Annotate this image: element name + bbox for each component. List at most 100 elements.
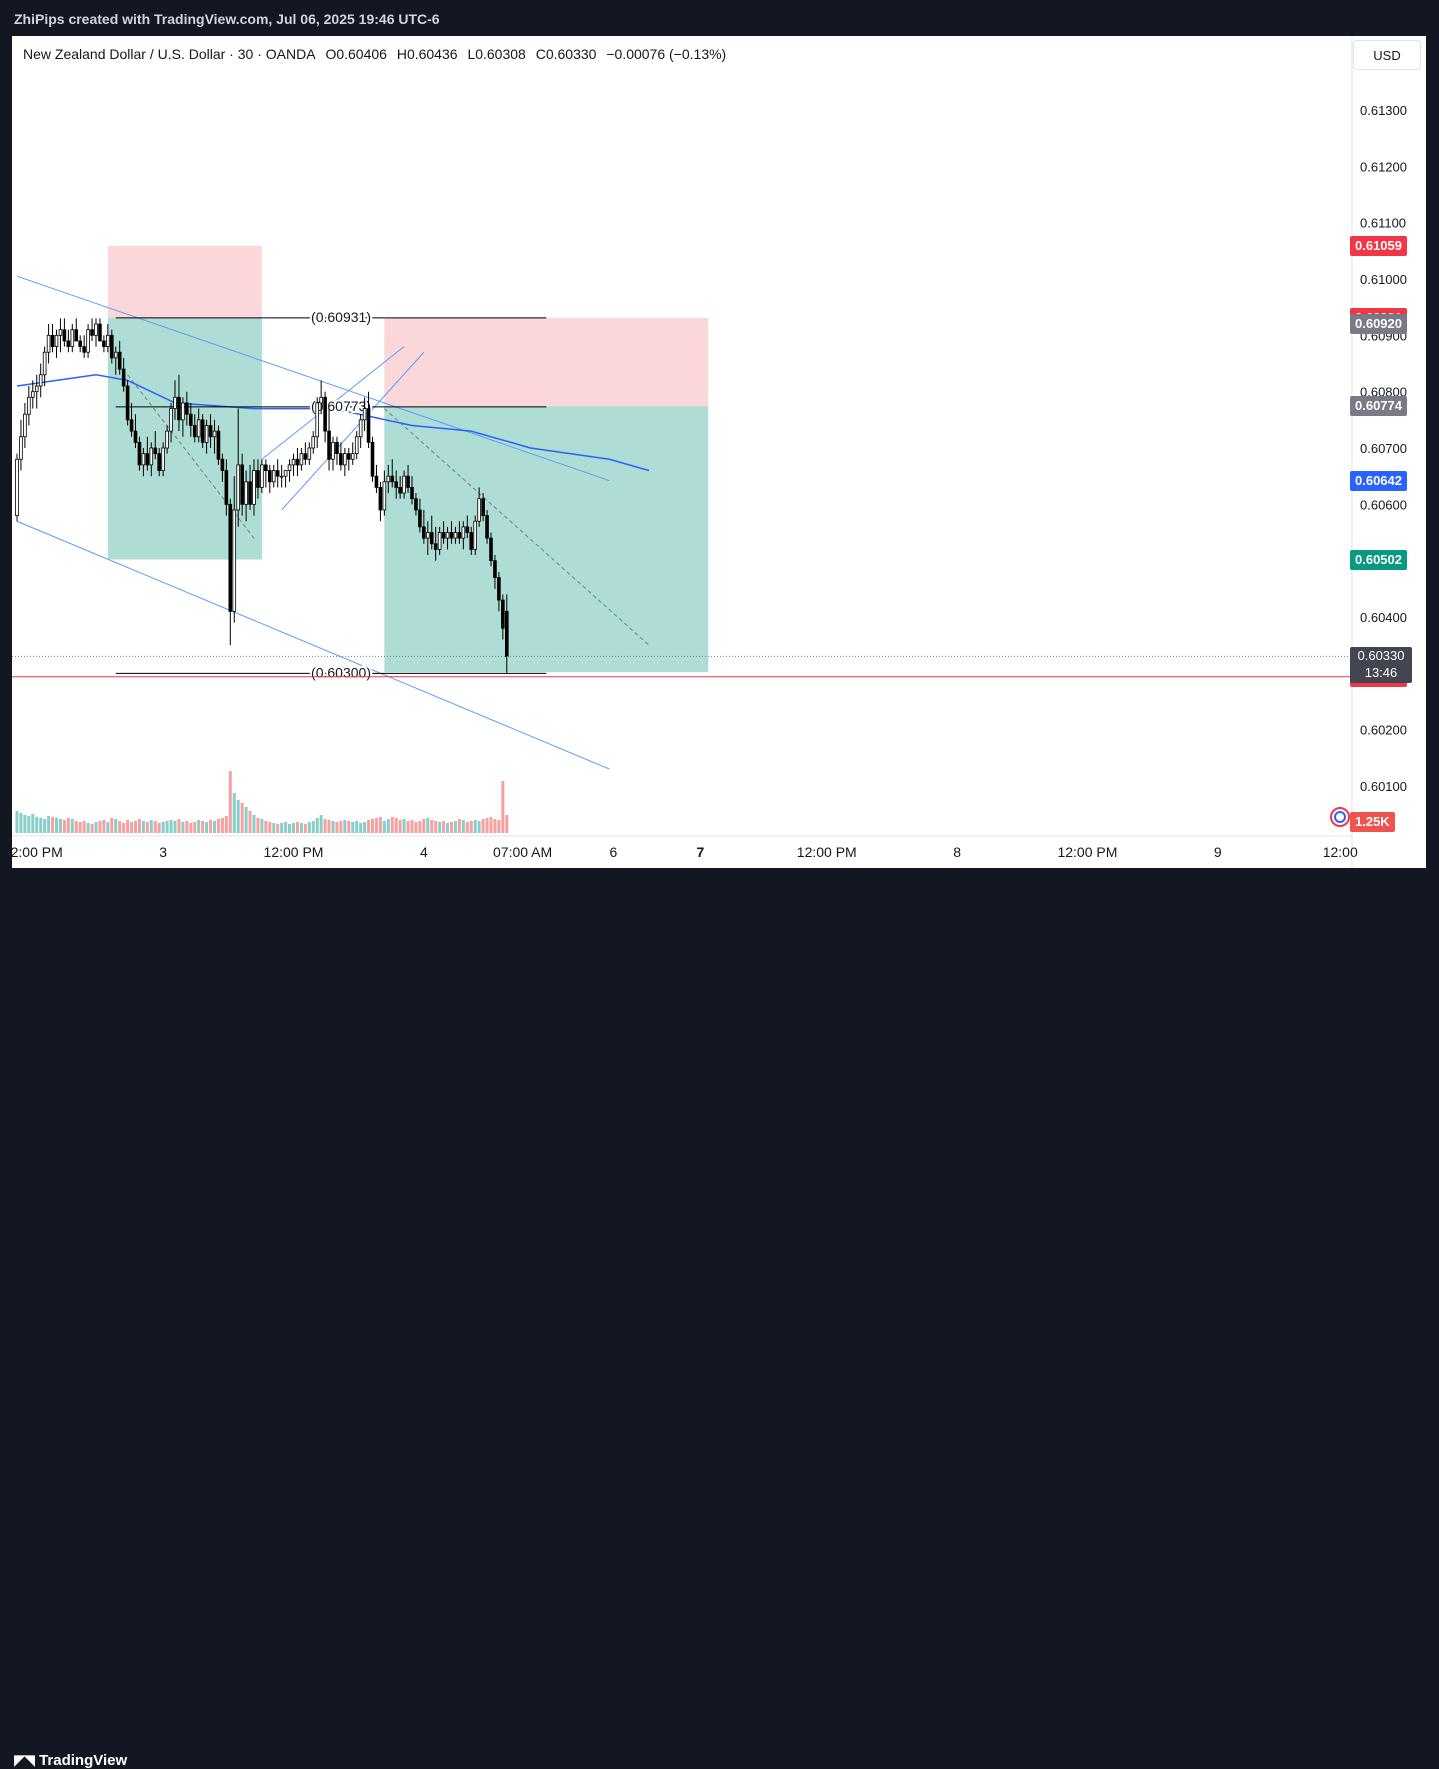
y-tick-label: 0.60700 bbox=[1360, 441, 1407, 456]
volume-bar bbox=[209, 820, 213, 833]
volume-bar bbox=[339, 821, 343, 833]
volume-bar bbox=[378, 817, 382, 833]
chart-frame[interactable]: (0.60931) (0.60773) (0.60300) 0.61300 0.6120… bbox=[12, 36, 1426, 868]
candle bbox=[327, 430, 331, 460]
volume-bar bbox=[55, 818, 58, 833]
candle bbox=[481, 498, 485, 517]
alert-icon[interactable] bbox=[1329, 806, 1351, 828]
candle bbox=[295, 458, 300, 466]
candle bbox=[27, 396, 31, 415]
candle bbox=[394, 481, 398, 488]
volume-bar bbox=[315, 818, 319, 833]
volume-bar bbox=[430, 820, 434, 833]
candle bbox=[303, 453, 308, 460]
volume-bar bbox=[256, 818, 260, 833]
x-tick-label: 8 bbox=[953, 844, 961, 860]
y-tick-label: 0.60400 bbox=[1360, 610, 1407, 625]
volume-bar bbox=[23, 815, 27, 833]
x-tick-label: 9 bbox=[1214, 844, 1222, 860]
candle bbox=[299, 453, 304, 466]
candle bbox=[457, 532, 462, 539]
chart-legend: New Zealand Dollar / U.S. Dollar · 30 · … bbox=[23, 46, 732, 62]
candle bbox=[264, 464, 268, 471]
volume-bar bbox=[311, 821, 315, 833]
y-tick-label: 0.60200 bbox=[1360, 723, 1407, 738]
volume-bar bbox=[477, 821, 481, 833]
candlestick-chart[interactable]: (0.60931)(0.60773)(0.60300)0.613000.6120… bbox=[12, 36, 1426, 868]
volume-bar bbox=[70, 819, 74, 833]
candle bbox=[382, 481, 387, 511]
currency-button[interactable]: USD bbox=[1353, 40, 1421, 70]
candle bbox=[354, 436, 359, 455]
volume-bar bbox=[457, 819, 461, 833]
trendline bbox=[16, 520, 610, 770]
candle bbox=[19, 436, 23, 460]
volume-bar bbox=[367, 820, 371, 833]
candle bbox=[260, 464, 264, 488]
price-label: 0.60642 bbox=[1350, 470, 1407, 491]
y-tick-label: 0.60600 bbox=[1360, 497, 1407, 512]
candle bbox=[315, 402, 319, 438]
candle bbox=[287, 464, 292, 471]
volume-bar bbox=[489, 817, 493, 833]
candle bbox=[256, 470, 260, 488]
candle bbox=[216, 430, 221, 460]
candle bbox=[335, 441, 339, 455]
candle bbox=[30, 391, 35, 398]
candle bbox=[145, 453, 150, 466]
volume-bar bbox=[236, 800, 240, 833]
volume-bar bbox=[177, 819, 181, 833]
candle bbox=[437, 532, 442, 550]
candle bbox=[323, 396, 327, 432]
volume-bar bbox=[90, 824, 94, 833]
volume-bar bbox=[145, 822, 149, 833]
volume-bar bbox=[461, 820, 465, 833]
volume-bar bbox=[232, 793, 236, 833]
volume-bar bbox=[86, 823, 90, 833]
volume-bar bbox=[323, 819, 327, 833]
volume-bar bbox=[58, 819, 62, 833]
candle bbox=[125, 385, 130, 421]
candle bbox=[62, 329, 67, 342]
candle bbox=[390, 475, 395, 483]
footer-bar: ◤◥ TradingView bbox=[0, 868, 1439, 1769]
volume-bar bbox=[355, 821, 359, 833]
candle bbox=[106, 334, 110, 348]
candle bbox=[319, 396, 323, 404]
volume-bar bbox=[43, 819, 47, 833]
volume-bar bbox=[382, 821, 386, 833]
candle bbox=[54, 334, 59, 348]
tradingview-logo[interactable]: ◤◥ TradingView bbox=[14, 1751, 127, 1769]
volume-bar bbox=[126, 820, 130, 833]
volume-bar bbox=[216, 819, 220, 833]
moving-average-line bbox=[16, 374, 650, 472]
candle bbox=[196, 419, 201, 438]
volume-bar bbox=[173, 821, 177, 833]
x-tick-label: 6 bbox=[610, 844, 618, 860]
candle bbox=[374, 475, 379, 488]
volume-bar bbox=[307, 822, 311, 833]
volume-bar bbox=[268, 822, 272, 833]
volume-bar bbox=[78, 822, 82, 833]
volume-bar bbox=[205, 822, 209, 833]
last-price: 0.60330 bbox=[1357, 648, 1405, 663]
candle bbox=[307, 447, 312, 460]
volume-bar bbox=[347, 821, 351, 833]
price-label: 0.61059 bbox=[1350, 235, 1407, 256]
volume-bar bbox=[299, 823, 303, 833]
volume-bar bbox=[371, 819, 374, 833]
candle bbox=[58, 329, 63, 336]
candle bbox=[414, 498, 418, 511]
volume-bar bbox=[303, 824, 307, 833]
volume-bar bbox=[102, 820, 106, 833]
tradingview-brand: TradingView bbox=[39, 1751, 128, 1769]
volume-bar bbox=[493, 819, 497, 833]
volume-bar bbox=[134, 821, 137, 833]
volume-bar bbox=[331, 821, 335, 833]
candle bbox=[275, 470, 280, 477]
candle bbox=[137, 441, 142, 466]
candle bbox=[121, 368, 126, 387]
volume-bar bbox=[485, 818, 489, 833]
candle bbox=[224, 470, 229, 505]
candle bbox=[501, 599, 505, 629]
